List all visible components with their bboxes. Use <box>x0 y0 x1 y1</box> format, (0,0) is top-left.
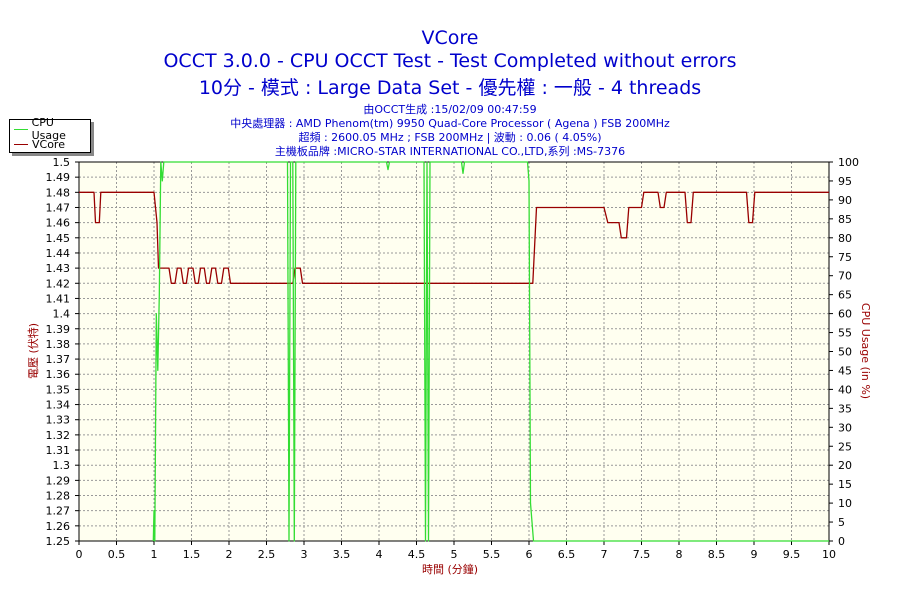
legend-item-cpu-usage: CPU Usage <box>14 116 90 142</box>
y-left-tick-label: 1.36 <box>46 368 71 381</box>
y-left-tick-label: 1.45 <box>46 232 71 245</box>
chart-legend: CPU Usage VCore <box>9 116 91 153</box>
x-tick-label: 4.5 <box>408 548 426 561</box>
y-left-tick-label: 1.38 <box>46 338 71 351</box>
y-right-tick-label: 30 <box>838 421 852 434</box>
series-line-vcore <box>79 191 829 284</box>
y-left-tick-label: 1.49 <box>46 171 71 184</box>
series-line-cpu-usage <box>152 161 829 542</box>
legend-label-vcore: VCore <box>32 137 65 151</box>
x-tick-label: 2.5 <box>258 548 276 561</box>
y-right-tick-label: 90 <box>838 194 852 207</box>
y-left-tick-label: 1.44 <box>46 247 71 260</box>
y-left-tick-label: 1.46 <box>46 217 71 230</box>
x-tick-label: 2 <box>226 548 233 561</box>
y-right-tick-label: 70 <box>838 270 852 283</box>
legend-item-vcore: VCore <box>14 137 65 151</box>
y-left-tick-label: 1.34 <box>46 399 71 412</box>
y-right-tick-label: 0 <box>838 535 845 548</box>
legend-label-cpu-usage: CPU Usage <box>31 116 66 142</box>
chart-subtitle-settings: 10分 - 模式 : Large Data Set - 優先權 : 一般 - 4… <box>198 77 702 99</box>
y-left-tick-label: 1.33 <box>46 414 71 427</box>
y-left-tick-label: 1.4 <box>53 308 71 321</box>
x-tick-label: 7 <box>601 548 608 561</box>
y-left-tick-label: 1.48 <box>46 186 71 199</box>
y-right-tick-label: 65 <box>838 289 852 302</box>
y-right-tick-label: 40 <box>838 383 852 396</box>
x-tick-label: 10 <box>822 548 836 561</box>
info-overclock: 超頻 : 2600.05 MHz ; FSB 200MHz | 波動 : 0.0… <box>298 131 602 144</box>
y-left-tick-label: 1.29 <box>46 474 71 487</box>
y-left-tick-label: 1.43 <box>46 262 71 275</box>
y-right-tick-label: 35 <box>838 402 852 415</box>
y-left-tick-label: 1.31 <box>46 444 71 457</box>
y-right-tick-label: 5 <box>838 516 845 529</box>
y-left-tick-label: 1.5 <box>53 156 71 169</box>
x-tick-label: 6.5 <box>558 548 576 561</box>
y-left-tick-label: 1.42 <box>46 277 71 290</box>
y-right-tick-label: 45 <box>838 364 852 377</box>
x-tick-label: 0.5 <box>108 548 126 561</box>
x-tick-label: 0 <box>76 548 83 561</box>
y-left-tick-label: 1.39 <box>46 323 71 336</box>
y-left-tick-label: 1.35 <box>46 383 71 396</box>
y-left-tick-label: 1.25 <box>46 535 71 548</box>
info-generated: 由OCCT生成 :15/02/09 00:47:59 <box>363 103 537 116</box>
y-right-tick-label: 50 <box>838 346 852 359</box>
x-tick-label: 1 <box>151 548 158 561</box>
y-axis-label-right: CPU Usage (in %) <box>859 303 872 399</box>
y-left-tick-label: 1.32 <box>46 429 71 442</box>
x-tick-label: 5 <box>451 548 458 561</box>
x-tick-label: 8.5 <box>708 548 726 561</box>
x-tick-label: 8 <box>676 548 683 561</box>
y-left-tick-label: 1.47 <box>46 201 71 214</box>
y-right-tick-label: 60 <box>838 308 852 321</box>
y-left-tick-label: 1.41 <box>46 292 71 305</box>
x-tick-label: 6 <box>526 548 533 561</box>
y-right-tick-label: 85 <box>838 213 852 226</box>
y-right-tick-label: 75 <box>838 251 852 264</box>
y-right-tick-label: 25 <box>838 440 852 453</box>
y-right-tick-label: 100 <box>838 156 859 169</box>
y-left-tick-label: 1.26 <box>46 520 71 533</box>
x-tick-label: 9.5 <box>783 548 801 561</box>
x-tick-label: 3 <box>301 548 308 561</box>
x-tick-label: 5.5 <box>483 548 501 561</box>
y-left-tick-label: 1.3 <box>53 459 71 472</box>
x-tick-label: 9 <box>751 548 758 561</box>
y-left-tick-label: 1.37 <box>46 353 71 366</box>
legend-swatch-vcore <box>14 143 28 145</box>
x-tick-label: 7.5 <box>633 548 651 561</box>
legend-swatch-cpu-usage <box>14 128 28 130</box>
x-axis-label: 時間 (分鐘) <box>422 562 478 576</box>
x-tick-label: 3.5 <box>333 548 351 561</box>
chart-title: VCore <box>421 27 479 49</box>
y-axis-label-left: 電壓 (伏特) <box>26 323 40 379</box>
chart-subtitle: OCCT 3.0.0 - CPU OCCT Test - Test Comple… <box>163 50 737 72</box>
y-right-tick-label: 15 <box>838 478 852 491</box>
y-right-tick-label: 10 <box>838 497 852 510</box>
y-right-tick-label: 55 <box>838 327 852 340</box>
x-tick-label: 1.5 <box>183 548 201 561</box>
info-cpu: 中央處理器 : AMD Phenom(tm) 9950 Quad-Core Pr… <box>230 117 670 130</box>
y-left-tick-label: 1.28 <box>46 490 71 503</box>
y-right-tick-label: 95 <box>838 175 852 188</box>
y-right-tick-label: 20 <box>838 459 852 472</box>
info-motherboard: 主機板品牌 :MICRO-STAR INTERNATIONAL CO.,LTD,… <box>274 145 626 158</box>
x-tick-label: 4 <box>376 548 383 561</box>
y-right-tick-label: 80 <box>838 232 852 245</box>
y-left-tick-label: 1.27 <box>46 505 71 518</box>
